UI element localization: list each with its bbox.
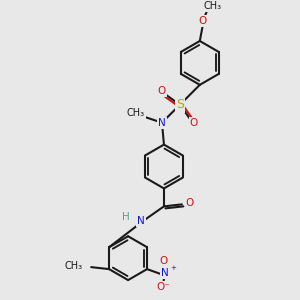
Text: O: O: [159, 256, 167, 266]
Text: CH₃: CH₃: [204, 1, 222, 11]
Text: O: O: [199, 16, 207, 26]
Text: H: H: [122, 212, 130, 222]
Text: +: +: [170, 265, 176, 271]
Text: O: O: [158, 86, 166, 96]
Text: O⁻: O⁻: [156, 282, 170, 292]
Text: N: N: [158, 118, 166, 128]
Text: O: O: [186, 198, 194, 208]
Text: N: N: [161, 268, 169, 278]
Text: CH₃: CH₃: [64, 261, 82, 271]
Text: N: N: [137, 216, 145, 226]
Text: O: O: [190, 118, 198, 128]
Text: CH₃: CH₃: [127, 108, 145, 118]
Text: S: S: [176, 98, 184, 111]
